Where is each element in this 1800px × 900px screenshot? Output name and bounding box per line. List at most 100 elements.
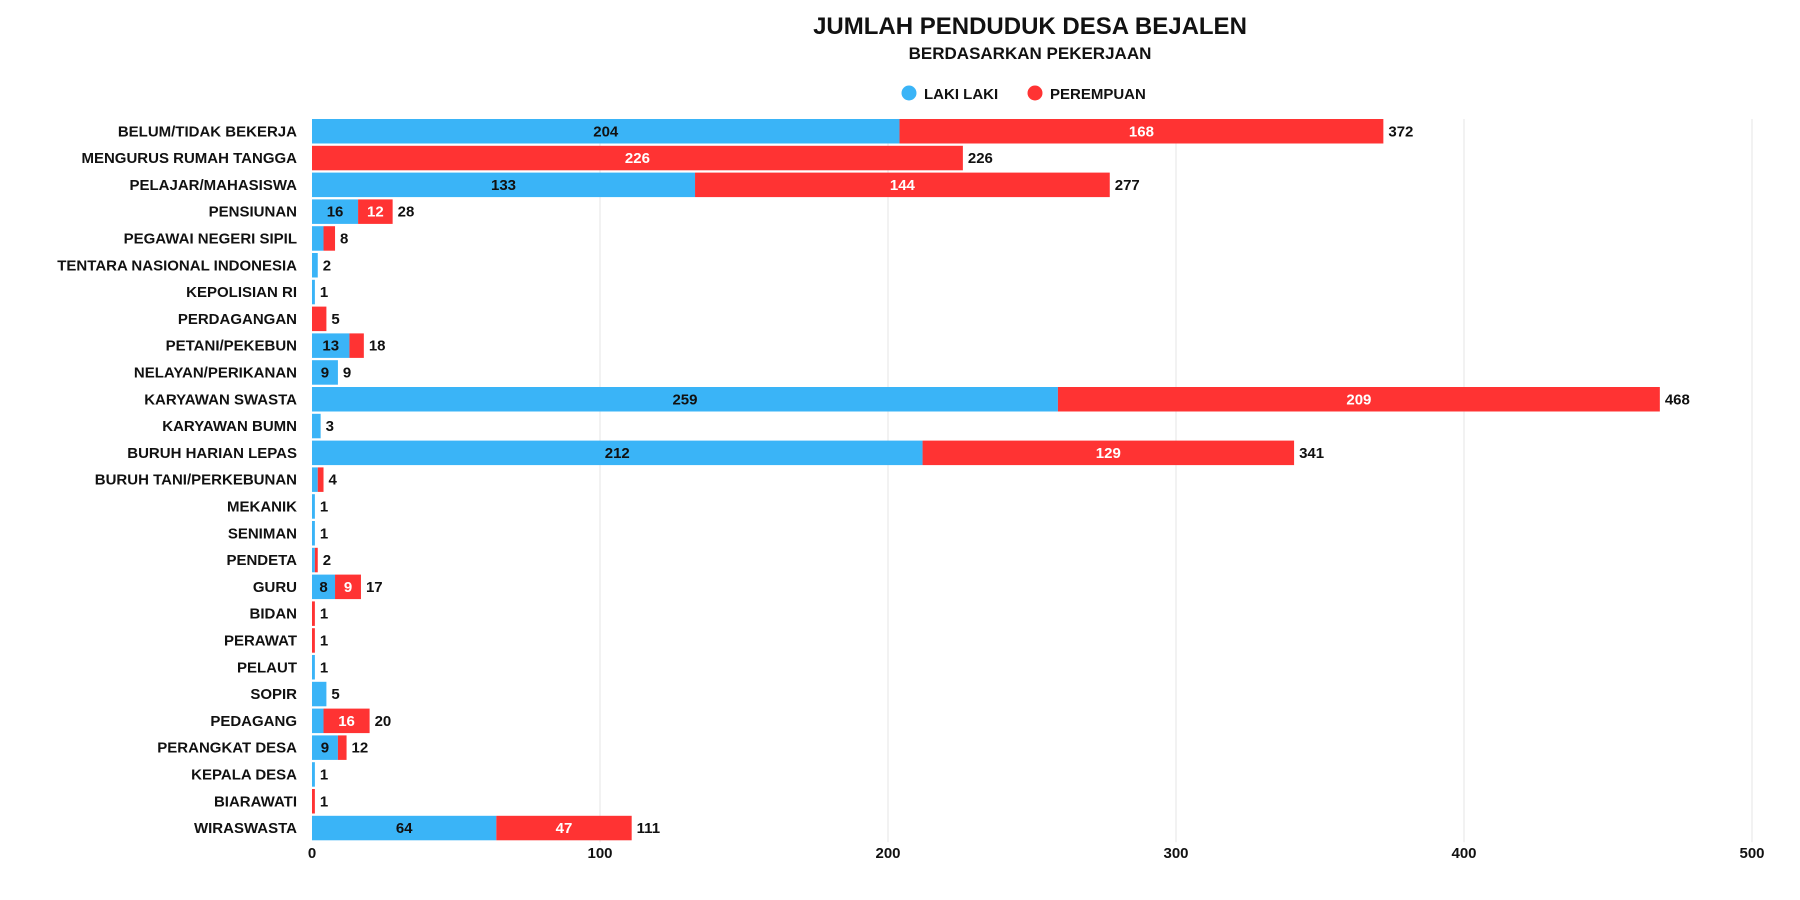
bar-value-laki-laki-perangkat-desa: 9	[321, 740, 329, 757]
total-label-karyawan-swasta: 468	[1665, 391, 1690, 408]
category-label-guru: GURU	[253, 579, 297, 596]
bar-laki-laki-pedagang	[312, 708, 324, 734]
bar-perempuan-pegawai-negeri-sipil	[323, 226, 336, 251]
bar-laki-laki-wiraswasta	[312, 815, 497, 841]
x-tick-label-200: 200	[875, 845, 900, 862]
bar-laki-laki-mekanik	[312, 494, 315, 519]
total-label-pedagang: 20	[375, 713, 392, 730]
bar-perempuan-pendeta	[314, 547, 318, 573]
bar-value-perempuan-wiraswasta: 47	[556, 820, 573, 837]
category-label-perangkat-desa: PERANGKAT DESA	[157, 740, 297, 757]
bar-laki-laki-pendeta	[312, 547, 315, 573]
bar-perempuan-wiraswasta	[496, 815, 632, 841]
bar-laki-laki-pensiunan	[312, 199, 359, 224]
bar-value-perempuan-belum-tidak-bekerja: 168	[1129, 123, 1154, 140]
bar-laki-laki-buruh-harian-lepas	[312, 440, 923, 466]
bar-laki-laki-nelayan-perikanan	[312, 360, 338, 385]
bar-perempuan-bidan	[312, 601, 315, 626]
total-label-petani-pekebun: 18	[369, 338, 386, 355]
chart-title: JUMLAH PENDUDUK DESA BEJALEN	[813, 13, 1247, 40]
total-label-kepala-desa: 1	[320, 766, 328, 783]
bar-perempuan-biarawati	[312, 789, 315, 814]
bar-laki-laki-karyawan-bumn	[312, 413, 321, 439]
bar-laki-laki-sopir	[312, 681, 327, 707]
bar-perempuan-guru	[335, 574, 361, 600]
bar-value-perempuan-pedagang: 16	[338, 713, 355, 730]
total-label-pendeta: 2	[323, 552, 331, 569]
x-tick-label-0: 0	[308, 845, 316, 862]
bar-value-perempuan-guru: 9	[344, 579, 352, 596]
legend: LAKI LAKI PEREMPUAN	[901, 85, 1146, 103]
chart-subtitle: BERDASARKAN PEKERJAAN	[909, 44, 1152, 63]
bar-value-laki-laki-nelayan-perikanan: 9	[321, 364, 329, 381]
total-label-pensiunan: 28	[398, 204, 415, 221]
bar-perempuan-pedagang	[323, 708, 370, 734]
legend-label-perempuan: PEREMPUAN	[1050, 86, 1146, 103]
bar-laki-laki-petani-pekebun	[312, 333, 350, 358]
category-label-nelayan-perikanan: NELAYAN/PERIKANAN	[134, 364, 297, 381]
category-label-pedagang: PEDAGANG	[210, 713, 297, 730]
total-label-pegawai-negeri-sipil: 8	[340, 230, 348, 247]
bar-laki-laki-pegawai-negeri-sipil	[312, 226, 324, 251]
bar-perempuan-karyawan-swasta	[1057, 387, 1660, 412]
bar-value-perempuan-buruh-harian-lepas: 129	[1096, 445, 1121, 462]
bar-perempuan-buruh-harian-lepas	[922, 440, 1295, 466]
category-label-mekanik: MEKANIK	[227, 498, 297, 515]
category-labels: BELUM/TIDAK BEKERJA MENGURUS RUMAH TANGGA…	[57, 123, 297, 837]
category-label-tentara-nasional-indonesia: TENTARA NASIONAL INDONESIA	[57, 257, 297, 274]
category-label-kepala-desa: KEPALA DESA	[191, 766, 297, 783]
category-label-wiraswasta: WIRASWASTA	[194, 820, 297, 837]
bar-value-laki-laki-pensiunan: 16	[327, 204, 344, 221]
total-label-bidan: 1	[320, 606, 328, 623]
bar-laki-laki-perangkat-desa	[312, 735, 338, 760]
bar-perempuan-belum-tidak-bekerja	[899, 119, 1384, 144]
bar-laki-laki-karyawan-swasta	[312, 387, 1058, 412]
total-label-belum-tidak-bekerja: 372	[1388, 123, 1413, 140]
total-label-perangkat-desa: 12	[352, 740, 369, 757]
total-label-mekanik: 1	[320, 498, 328, 515]
total-label-guru: 17	[366, 579, 383, 596]
bar-laki-laki-seniman	[312, 521, 315, 546]
total-label-perdagangan: 5	[331, 311, 339, 328]
bar-perempuan-pensiunan	[358, 199, 393, 224]
category-label-buruh-harian-lepas: BURUH HARIAN LEPAS	[127, 445, 297, 462]
category-label-petani-pekebun: PETANI/PEKEBUN	[166, 338, 297, 355]
category-label-buruh-tani-perkebunan: BURUH TANI/PERKEBUNAN	[95, 472, 297, 489]
category-label-pelajar-mahasiswa: PELAJAR/MAHASISWA	[129, 177, 297, 194]
bar-value-perempuan-karyawan-swasta: 209	[1346, 391, 1371, 408]
category-label-perdagangan: PERDAGANGAN	[178, 311, 297, 328]
category-label-karyawan-swasta: KARYAWAN SWASTA	[144, 391, 297, 408]
legend-swatch-laki-laki	[901, 85, 917, 101]
bar-perempuan-perangkat-desa	[337, 735, 347, 760]
legend-swatch-perempuan	[1027, 85, 1043, 101]
bar-value-laki-laki-buruh-harian-lepas: 212	[605, 445, 630, 462]
total-label-wiraswasta: 111	[637, 820, 660, 837]
total-label-karyawan-bumn: 3	[326, 418, 334, 435]
total-label-pelaut: 1	[320, 659, 328, 676]
bar-laki-laki-guru	[312, 574, 336, 600]
category-label-pendeta: PENDETA	[226, 552, 297, 569]
category-label-pegawai-negeri-sipil: PEGAWAI NEGERI SIPIL	[124, 230, 297, 247]
total-label-kepolisian-ri: 1	[320, 284, 328, 301]
bar-laki-laki-kepolisian-ri	[312, 279, 315, 305]
total-label-pelajar-mahasiswa: 277	[1115, 177, 1140, 194]
bar-perempuan-petani-pekebun	[349, 333, 364, 358]
x-tick-label-500: 500	[1739, 845, 1764, 862]
category-label-kepolisian-ri: KEPOLISIAN RI	[186, 284, 297, 301]
x-tick-label-100: 100	[587, 845, 612, 862]
category-label-sopir: SOPIR	[250, 686, 297, 703]
total-label-nelayan-perikanan: 9	[343, 364, 351, 381]
bar-laki-laki-tentara-nasional-indonesia	[312, 253, 318, 278]
bar-perempuan-perdagangan	[312, 306, 327, 332]
category-label-pelaut: PELAUT	[237, 659, 297, 676]
bar-laki-laki-pelaut	[312, 655, 315, 680]
bar-value-perempuan-pensiunan: 12	[367, 204, 384, 221]
total-label-buruh-tani-perkebunan: 4	[329, 472, 338, 489]
bar-value-laki-laki-belum-tidak-bekerja: 204	[593, 123, 619, 140]
bar-perempuan-mengurus-rumah-tangga	[312, 145, 963, 171]
bar-value-perempuan-mengurus-rumah-tangga: 226	[625, 150, 650, 167]
total-label-perawat: 1	[320, 632, 328, 649]
category-label-perawat: PERAWAT	[224, 632, 297, 649]
